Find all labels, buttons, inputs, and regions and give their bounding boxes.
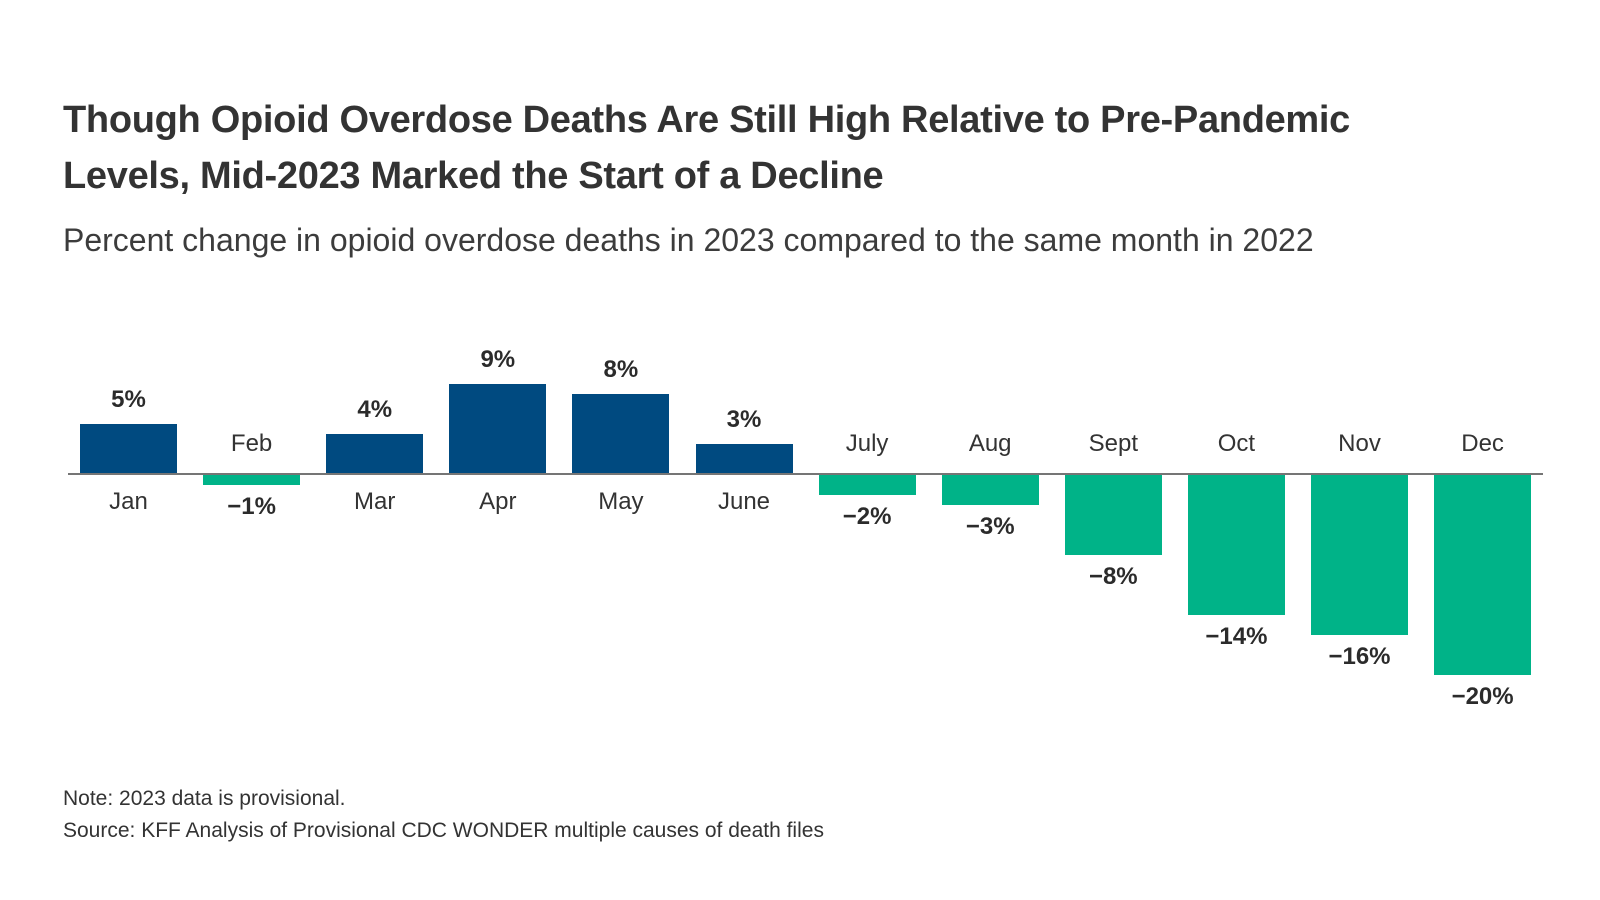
value-label-jan: 5% — [111, 386, 146, 413]
month-label-nov: Nov — [1338, 430, 1381, 457]
bar-group-june: 3% June — [695, 300, 793, 760]
bar-group-may: 8% May — [572, 300, 670, 760]
bar-group-july: −2% July — [818, 300, 916, 760]
month-label-may: May — [598, 488, 644, 515]
bar-group-mar: 4% Mar — [326, 300, 424, 760]
value-label-apr: 9% — [480, 346, 516, 373]
chart-footnotes: Note: 2023 data is provisional. Source: … — [63, 783, 824, 847]
value-label-june: 3% — [726, 406, 762, 433]
bar-sept — [1064, 475, 1162, 555]
chart-subtitle: Percent change in opioid overdose deaths… — [63, 222, 1314, 258]
bar-oct — [1187, 475, 1285, 615]
value-label-aug: −3% — [965, 513, 1015, 540]
chart-header: Though Opioid Overdose Deaths Are Still … — [63, 92, 1350, 204]
bar-jan — [80, 424, 177, 474]
bar-nov — [1311, 475, 1408, 635]
month-label-dec: Dec — [1461, 430, 1504, 457]
month-label-apr: Apr — [479, 488, 517, 515]
month-label-feb: Feb — [230, 430, 273, 457]
bar-group-dec: −20% Dec — [1434, 300, 1532, 760]
bar-mar — [326, 434, 424, 474]
bar-group-nov: −16% Nov — [1311, 300, 1408, 760]
bar-apr — [449, 384, 547, 474]
value-label-dec: −20% — [1451, 683, 1514, 710]
bar-may — [572, 394, 670, 474]
value-label-may: 8% — [603, 356, 639, 383]
zero-axis-line — [68, 473, 1543, 475]
bar-feb — [203, 475, 301, 485]
value-label-oct: −14% — [1205, 623, 1268, 650]
month-label-july: July — [845, 430, 889, 457]
chart-title-line1: Though Opioid Overdose Deaths Are Still … — [63, 99, 1351, 141]
note-text: Note: 2023 data is provisional. — [63, 787, 346, 810]
month-label-aug: Aug — [968, 430, 1012, 457]
chart-title-line2: Levels, Mid-2023 Marked the Start of a D… — [63, 155, 884, 197]
bar-chart: 5% Jan −1% Feb 4% Mar 9% Apr 8% May 3% June −2% July −… — [68, 300, 1543, 760]
bar-group-jan: 5% Jan — [80, 300, 177, 760]
value-label-feb: −1% — [227, 493, 276, 520]
value-label-sept: −8% — [1088, 563, 1138, 590]
bar-june — [695, 444, 793, 474]
month-label-oct: Oct — [1217, 430, 1256, 457]
value-label-july: −2% — [842, 503, 892, 530]
bar-group-feb: −1% Feb — [203, 300, 301, 760]
bar-group-aug: −3% Aug — [941, 300, 1039, 760]
month-label-sept: Sept — [1088, 430, 1138, 457]
bar-group-apr: 9% Apr — [449, 300, 547, 760]
bar-july — [818, 475, 916, 495]
month-label-mar: Mar — [354, 488, 396, 515]
month-label-jan: Jan — [109, 488, 148, 515]
bar-dec — [1434, 475, 1532, 675]
bar-group-oct: −14% Oct — [1187, 300, 1285, 760]
month-label-june: June — [717, 488, 771, 515]
bar-group-sept: −8% Sept — [1064, 300, 1162, 760]
value-label-mar: 4% — [357, 396, 393, 423]
bar-aug — [941, 475, 1039, 505]
source-text: Source: KFF Analysis of Provisional CDC … — [63, 819, 824, 842]
value-label-nov: −16% — [1328, 643, 1391, 670]
